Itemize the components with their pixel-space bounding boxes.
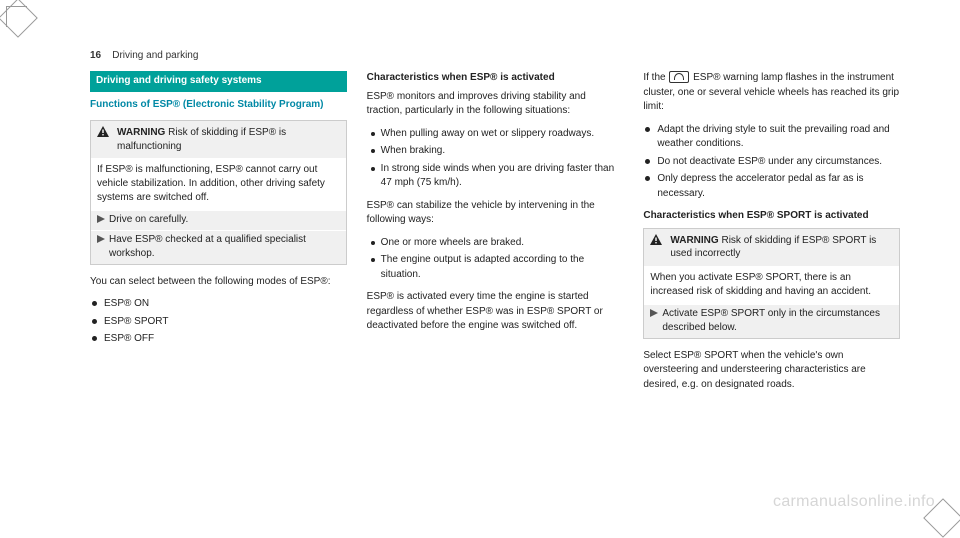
paragraph: ESP® can stabilize the vehicle by interv… — [367, 199, 624, 228]
warning-action-1: Drive on carefully. — [91, 211, 346, 230]
intervention-list: One or more wheels are braked. The engin… — [367, 236, 624, 283]
column-2: Characteristics when ESP® is activated E… — [367, 71, 624, 400]
warning-triangle-icon — [650, 234, 662, 250]
paragraph: If the ESP® warning lamp flashes in the … — [643, 71, 900, 115]
sport-heading: Characteristics when ESP® SPORT is activ… — [643, 209, 900, 224]
function-heading: Functions of ESP® (Electronic Stability … — [90, 98, 347, 113]
list-item: Only depress the accelerator pedal as fa… — [643, 172, 900, 201]
arrow-icon — [97, 234, 105, 249]
list-item: In strong side winds when you are drivin… — [367, 162, 624, 191]
list-item: When braking. — [367, 144, 624, 159]
content-columns: Driving and driving safety systems Funct… — [90, 71, 900, 400]
warning-label: WARNING — [670, 235, 718, 246]
arrow-icon — [650, 308, 658, 323]
list-item: ESP® ON — [90, 297, 347, 312]
warning-triangle-icon — [97, 126, 109, 142]
warning-header: WARNING Risk of skidding if ESP® SPORT i… — [644, 229, 899, 266]
mode-list: ESP® ON ESP® SPORT ESP® OFF — [90, 297, 347, 347]
warning-header: WARNING Risk of skidding if ESP® is malf… — [91, 121, 346, 158]
esp-warning-lamp-icon — [669, 71, 689, 83]
list-item: When pulling away on wet or slippery roa… — [367, 127, 624, 142]
action-text: Activate ESP® SPORT only in the circumst… — [662, 308, 880, 334]
warning-box-2: WARNING Risk of skidding if ESP® SPORT i… — [643, 228, 900, 339]
text-fragment: If the — [643, 72, 668, 83]
section-heading-bar: Driving and driving safety systems — [90, 71, 347, 92]
warning-action-2: Have ESP® checked at a qualified special… — [91, 231, 346, 264]
watermark-text: carmanualsonline.info — [773, 493, 935, 511]
grip-limit-list: Adapt the driving style to suit the prev… — [643, 123, 900, 202]
paragraph: ESP® monitors and improves driving stabi… — [367, 90, 624, 119]
warning-action: Activate ESP® SPORT only in the circumst… — [644, 305, 899, 338]
crop-mark-br — [934, 507, 954, 527]
list-item: ESP® SPORT — [90, 315, 347, 330]
action-text: Have ESP® checked at a qualified special… — [109, 234, 306, 260]
list-item: Do not deactivate ESP® under any circums… — [643, 155, 900, 170]
paragraph: Select ESP® SPORT when the vehicle's own… — [643, 349, 900, 393]
situation-list: When pulling away on wet or slippery roa… — [367, 127, 624, 191]
list-item: ESP® OFF — [90, 332, 347, 347]
chapter-title: Driving and parking — [112, 50, 198, 61]
action-text: Drive on carefully. — [109, 214, 188, 225]
manual-page: 16 Driving and parking Driving and drivi… — [0, 0, 960, 533]
list-item: The engine output is adapted according t… — [367, 253, 624, 282]
warning-body: If ESP® is malfunctioning, ESP® cannot c… — [91, 158, 346, 210]
warning-label: WARNING — [117, 127, 165, 138]
page-number: 16 — [90, 50, 101, 61]
list-item: One or more wheels are braked. — [367, 236, 624, 251]
column-3: If the ESP® warning lamp flashes in the … — [643, 71, 900, 400]
list-item: Adapt the driving style to suit the prev… — [643, 123, 900, 152]
paragraph: You can select between the following mod… — [90, 275, 347, 290]
arrow-icon — [97, 214, 105, 229]
warning-box-1: WARNING Risk of skidding if ESP® is malf… — [90, 120, 347, 265]
page-header: 16 Driving and parking — [90, 50, 900, 61]
paragraph: ESP® is activated every time the engine … — [367, 290, 624, 334]
column-1: Driving and driving safety systems Funct… — [90, 71, 347, 400]
char-heading: Characteristics when ESP® is activated — [367, 71, 624, 86]
warning-body: When you activate ESP® SPORT, there is a… — [644, 266, 899, 304]
